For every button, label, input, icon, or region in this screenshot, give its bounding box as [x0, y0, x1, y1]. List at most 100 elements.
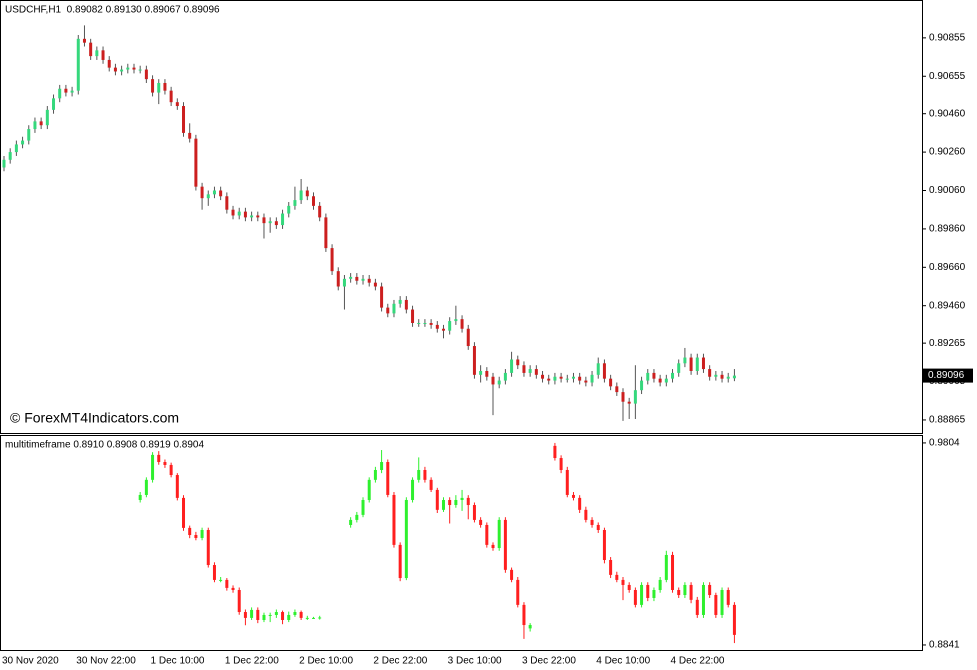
candle-body [596, 363, 600, 375]
candle-body [318, 617, 322, 619]
candle-body [107, 59, 111, 68]
candle-body [503, 519, 507, 570]
candle-body [671, 372, 675, 379]
candle-body [293, 612, 297, 615]
candle-body [472, 505, 476, 520]
candle-body [151, 79, 155, 93]
candle-body [386, 307, 390, 314]
y-tick-label: 0.90060 [929, 185, 966, 196]
candle-body [658, 378, 662, 383]
y-tick-label: 0.90655 [929, 71, 966, 82]
candle-body [528, 369, 532, 373]
candle-body [417, 322, 421, 324]
candle-body [76, 38, 80, 91]
candle-body [386, 462, 390, 495]
candle-body [287, 205, 291, 214]
candle-body [392, 303, 396, 314]
candle-body [658, 579, 662, 590]
candle-body [200, 186, 204, 199]
candle-body [237, 589, 241, 613]
y-tick-label: 0.89265 [929, 338, 966, 349]
candle-body [503, 372, 507, 381]
candle-body [373, 469, 377, 480]
candle-body [281, 612, 285, 620]
candle-body [95, 50, 99, 57]
candle-body [664, 378, 668, 383]
candle-body [398, 299, 402, 304]
candle-body [479, 370, 483, 375]
candle-body [510, 359, 514, 373]
candle-body [404, 499, 408, 579]
y-tick-label: 0.90855 [929, 33, 966, 44]
candle-body [138, 69, 142, 71]
candle-body [163, 82, 167, 91]
candle-body [689, 357, 693, 371]
candle-body [318, 205, 322, 218]
candle-body [268, 221, 272, 224]
candle-body [429, 322, 433, 325]
candle-body [578, 497, 582, 510]
candle-body [516, 579, 520, 605]
candle-body [101, 50, 105, 60]
candle-body [82, 38, 86, 43]
candle-body [355, 276, 359, 281]
candle-body [497, 519, 501, 549]
candle-body [33, 121, 37, 130]
candle-body [39, 121, 43, 126]
candle-body [683, 357, 687, 364]
candle-body [584, 380, 588, 383]
x-tick-label: 1 Dec 22:00 [225, 656, 279, 667]
candle-body [237, 211, 241, 216]
candle-body [361, 278, 365, 281]
candle-body [312, 617, 315, 619]
y-tick-label: 0.89860 [929, 224, 966, 235]
candle-body [701, 584, 705, 615]
candle-body [553, 445, 557, 459]
candle-body [726, 376, 730, 379]
candle-body [479, 519, 483, 525]
y-tick-label: 0.89460 [929, 300, 966, 311]
candle-body [212, 190, 216, 195]
candle-body [454, 499, 458, 506]
candle-body [14, 144, 18, 153]
candle-body [615, 574, 619, 580]
candle-body [219, 579, 223, 581]
candle-body [89, 42, 93, 57]
candle-body [225, 579, 229, 588]
candle-body [58, 88, 62, 99]
candle-body [411, 479, 415, 500]
candle-body [349, 276, 353, 279]
candle-body [677, 589, 681, 596]
candle-body [126, 67, 130, 70]
candle-body [633, 390, 637, 404]
candle-body [516, 359, 520, 366]
candle-body [194, 535, 198, 538]
candle-body [559, 376, 563, 379]
candle-body [175, 102, 179, 107]
candle-body [250, 609, 254, 618]
candle-body [485, 524, 489, 545]
candle-body [472, 346, 476, 375]
candle-body [435, 324, 439, 329]
candle-body [305, 617, 309, 619]
candle-body [355, 514, 359, 520]
candle-body [243, 211, 247, 218]
candle-body [627, 401, 631, 404]
candle-body [287, 614, 291, 620]
candle-body [169, 464, 173, 476]
candle-body [609, 378, 613, 387]
candle-body [21, 140, 25, 145]
candle-body [652, 589, 656, 598]
candle-body [361, 499, 365, 515]
x-tick-label: 1 Dec 10:00 [151, 656, 205, 667]
candle-body [627, 584, 631, 590]
candle-body [559, 458, 563, 470]
candle-body [460, 319, 464, 329]
candle-body [528, 625, 532, 629]
price-tag-label: 0.89096 [928, 370, 965, 381]
candle-body [182, 106, 186, 133]
candle-body [324, 217, 328, 249]
candle-body [188, 132, 192, 139]
candle-body [225, 196, 229, 210]
indicator-title: multitimeframe 0.8910 0.8908 0.8919 0.89… [5, 440, 204, 451]
